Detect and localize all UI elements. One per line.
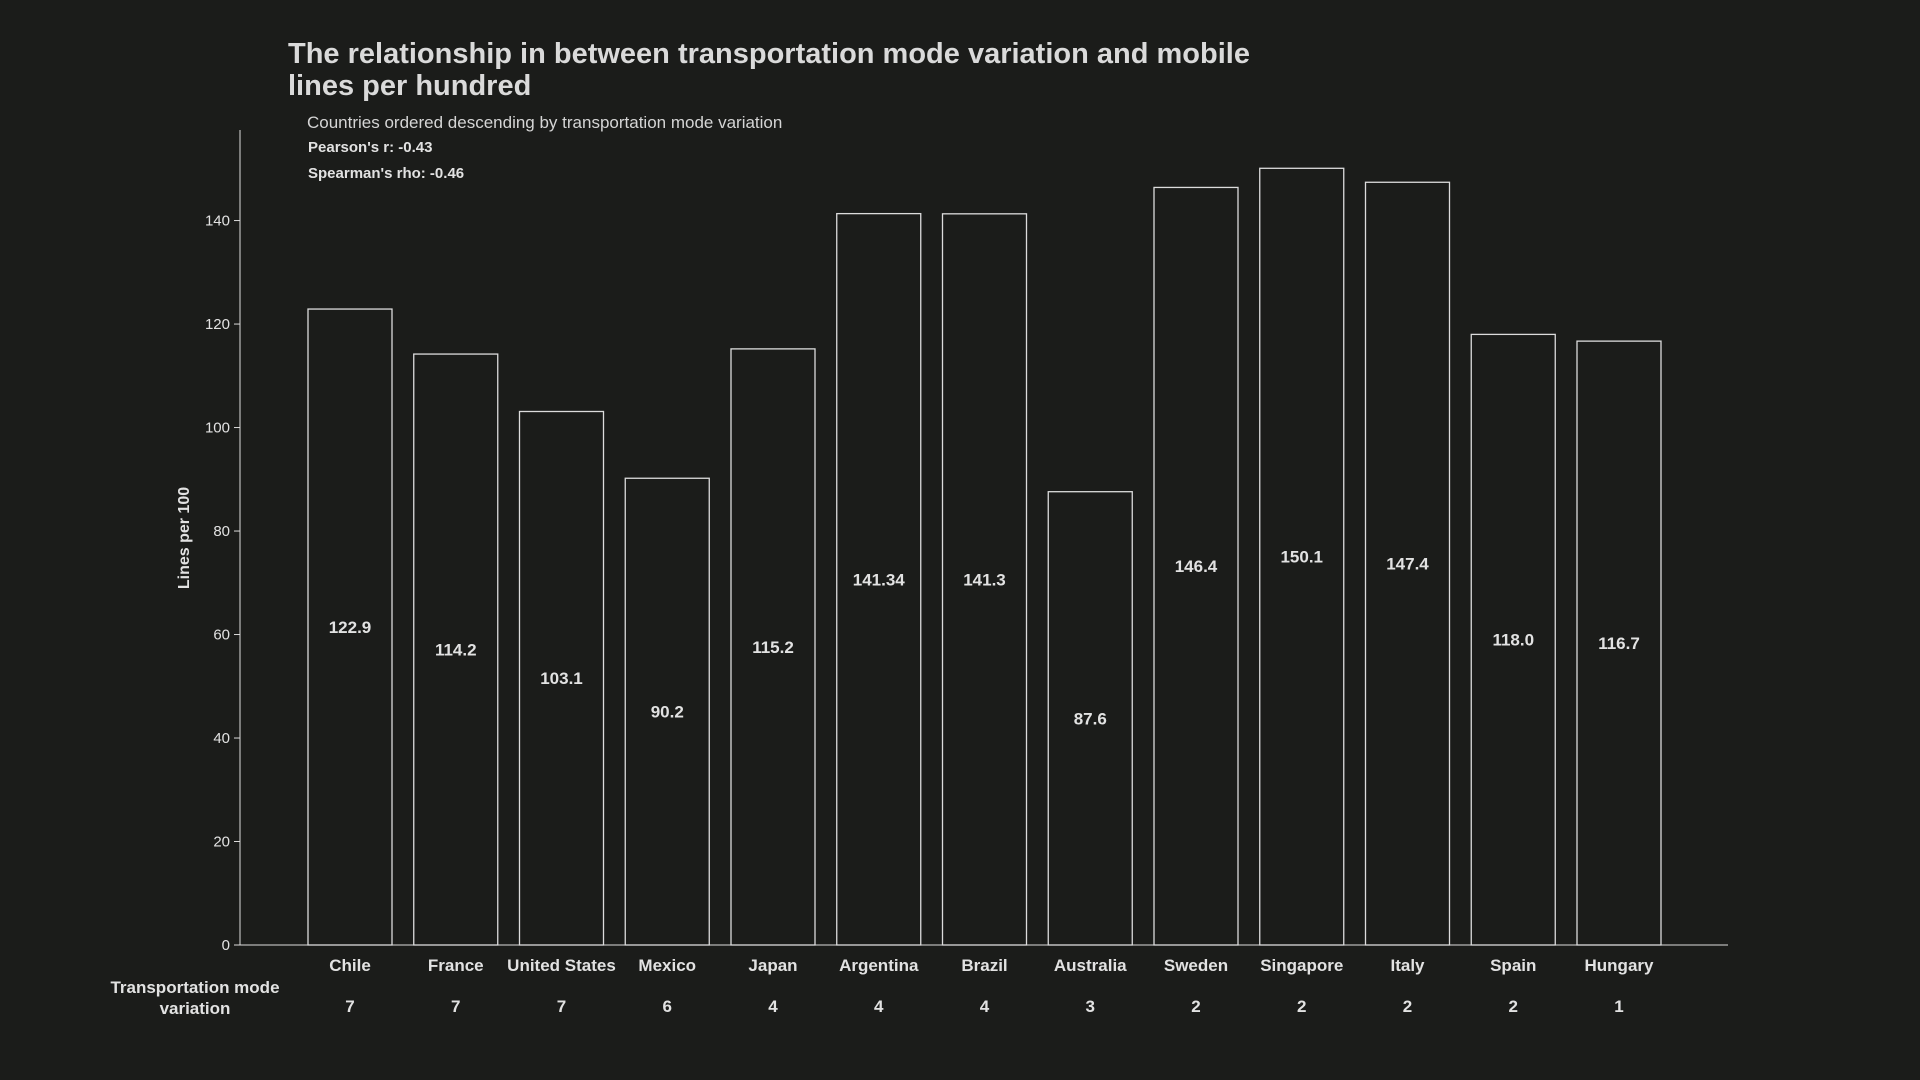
transport-variation-value: 4: [768, 997, 778, 1016]
bar-value-label: 103.1: [540, 669, 583, 688]
bar-value-label: 122.9: [329, 618, 372, 637]
x-category-label: Italy: [1390, 956, 1425, 975]
bar-value-label: 87.6: [1074, 709, 1107, 728]
y-tick-label: 120: [205, 316, 230, 333]
transport-variation-value: 7: [557, 997, 566, 1016]
transport-variation-value: 7: [345, 997, 354, 1016]
transport-variation-value: 2: [1191, 997, 1200, 1016]
x-category-label: Japan: [748, 956, 797, 975]
chart-subtitle: Countries ordered descending by transpor…: [307, 113, 783, 132]
spearman-stat: Spearman's rho: -0.46: [308, 165, 465, 182]
transport-variation-value: 2: [1403, 997, 1412, 1016]
bar-value-label: 90.2: [651, 703, 684, 722]
transport-variation-value: 3: [1086, 997, 1095, 1016]
bar-value-label: 150.1: [1280, 548, 1323, 567]
bar: [1470, 333, 1556, 946]
bar-value-label: 116.7: [1598, 634, 1640, 653]
transport-variation-row-label: Transportation mode variation: [110, 978, 280, 1018]
transport-variation-value: 4: [874, 997, 884, 1016]
pearson-stat: Pearson's r: -0.43: [308, 139, 433, 156]
y-tick-label: 60: [213, 627, 230, 644]
x-category-label: United States: [507, 956, 616, 975]
bar: [1364, 181, 1451, 946]
transport-variation-value: 6: [663, 997, 672, 1016]
transport-variation-value: 2: [1509, 997, 1518, 1016]
bar-value-label: 115.2: [752, 638, 794, 657]
x-category-label: Brazil: [961, 956, 1007, 975]
chart-title: The relationship in between transportati…: [288, 38, 1250, 102]
y-tick-label: 80: [213, 523, 230, 540]
bar: [1153, 186, 1239, 946]
bar: [941, 213, 1028, 946]
transport-variation-value: 4: [980, 997, 990, 1016]
transport-variation-value: 2: [1297, 997, 1306, 1016]
x-category-label: Argentina: [839, 956, 919, 975]
y-axis-label: Lines per 100: [176, 486, 193, 590]
y-tick-label: 0: [222, 937, 230, 954]
y-tick-label: 100: [205, 420, 230, 437]
x-category-label: Sweden: [1164, 956, 1228, 975]
bar-value-label: 114.2: [435, 641, 477, 660]
bar: [730, 348, 816, 946]
y-tick-label: 20: [213, 834, 230, 851]
bar: [413, 353, 499, 946]
x-category-label: Singapore: [1260, 956, 1343, 975]
bar: [624, 477, 710, 946]
title-block: The relationship in between transportati…: [288, 38, 1268, 102]
bar: [1047, 491, 1133, 946]
bar: [836, 212, 922, 946]
x-category-label: Mexico: [638, 956, 696, 975]
y-tick-label: 40: [213, 730, 230, 747]
x-category-label: Chile: [329, 956, 371, 975]
bar-value-label: 141.3: [963, 570, 1006, 589]
bar-value-label: 147.4: [1386, 555, 1429, 574]
bar-value-label: 141.34: [853, 570, 906, 589]
x-category-label: France: [428, 956, 484, 975]
subtitle-block: Countries ordered descending by transpor…: [307, 113, 782, 133]
bar-value-label: 118.0: [1492, 631, 1534, 650]
x-category-label: Hungary: [1585, 956, 1655, 975]
bar: [1576, 340, 1662, 946]
bar: [1259, 167, 1345, 946]
bar: [518, 410, 605, 946]
bar-value-label: 146.4: [1175, 557, 1218, 576]
y-tick-label: 140: [205, 213, 230, 230]
transport-variation-value: 1: [1614, 997, 1623, 1016]
x-category-label: Spain: [1490, 956, 1536, 975]
transport-variation-value: 7: [451, 997, 460, 1016]
bar: [307, 308, 393, 946]
x-category-label: Australia: [1054, 956, 1127, 975]
